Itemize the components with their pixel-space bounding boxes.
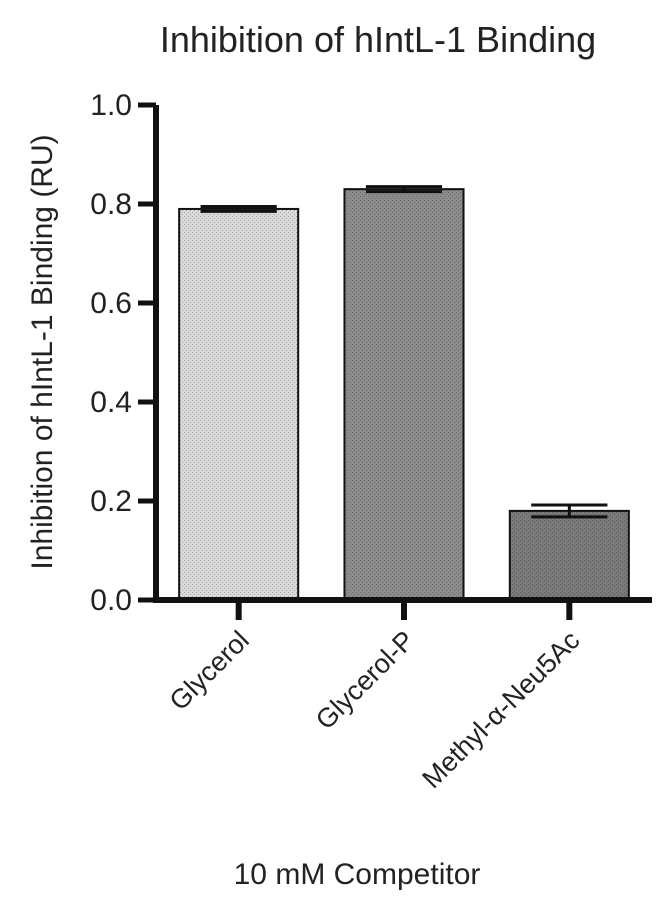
- error-bar-1: [365, 185, 443, 194]
- y-tick-label-1: 0.2: [90, 485, 132, 518]
- bar-1: [343, 188, 465, 601]
- category-label-1: Glycerol-P: [310, 625, 420, 735]
- category-label-0: Glycerol: [164, 625, 255, 716]
- y-tick-label-5: 1.0: [90, 89, 132, 122]
- axes-layer: [138, 102, 652, 620]
- bars-layer: [178, 185, 630, 601]
- x-axis-label: 10 mM Competitor: [234, 858, 481, 891]
- y-tick-label-3: 0.6: [90, 287, 132, 320]
- error-bar-2: [531, 503, 608, 519]
- category-label-2: Methyl-α-Neu5Ac: [416, 625, 585, 794]
- y-axis-label: Inhibition of hIntL-1 Binding (RU): [26, 134, 59, 569]
- y-tick-label-0: 0.0: [90, 584, 132, 617]
- error-bar-0: [200, 204, 277, 213]
- y-tick-label-4: 0.8: [90, 188, 132, 221]
- bar-0: [178, 207, 300, 601]
- y-tick-label-2: 0.4: [90, 386, 132, 419]
- chart-title: Inhibition of hIntL-1 Binding: [160, 19, 596, 60]
- tick-labels-layer: 0.0 0.2 0.4 0.6 0.8 1.0: [90, 89, 132, 617]
- bar-2: [508, 509, 630, 601]
